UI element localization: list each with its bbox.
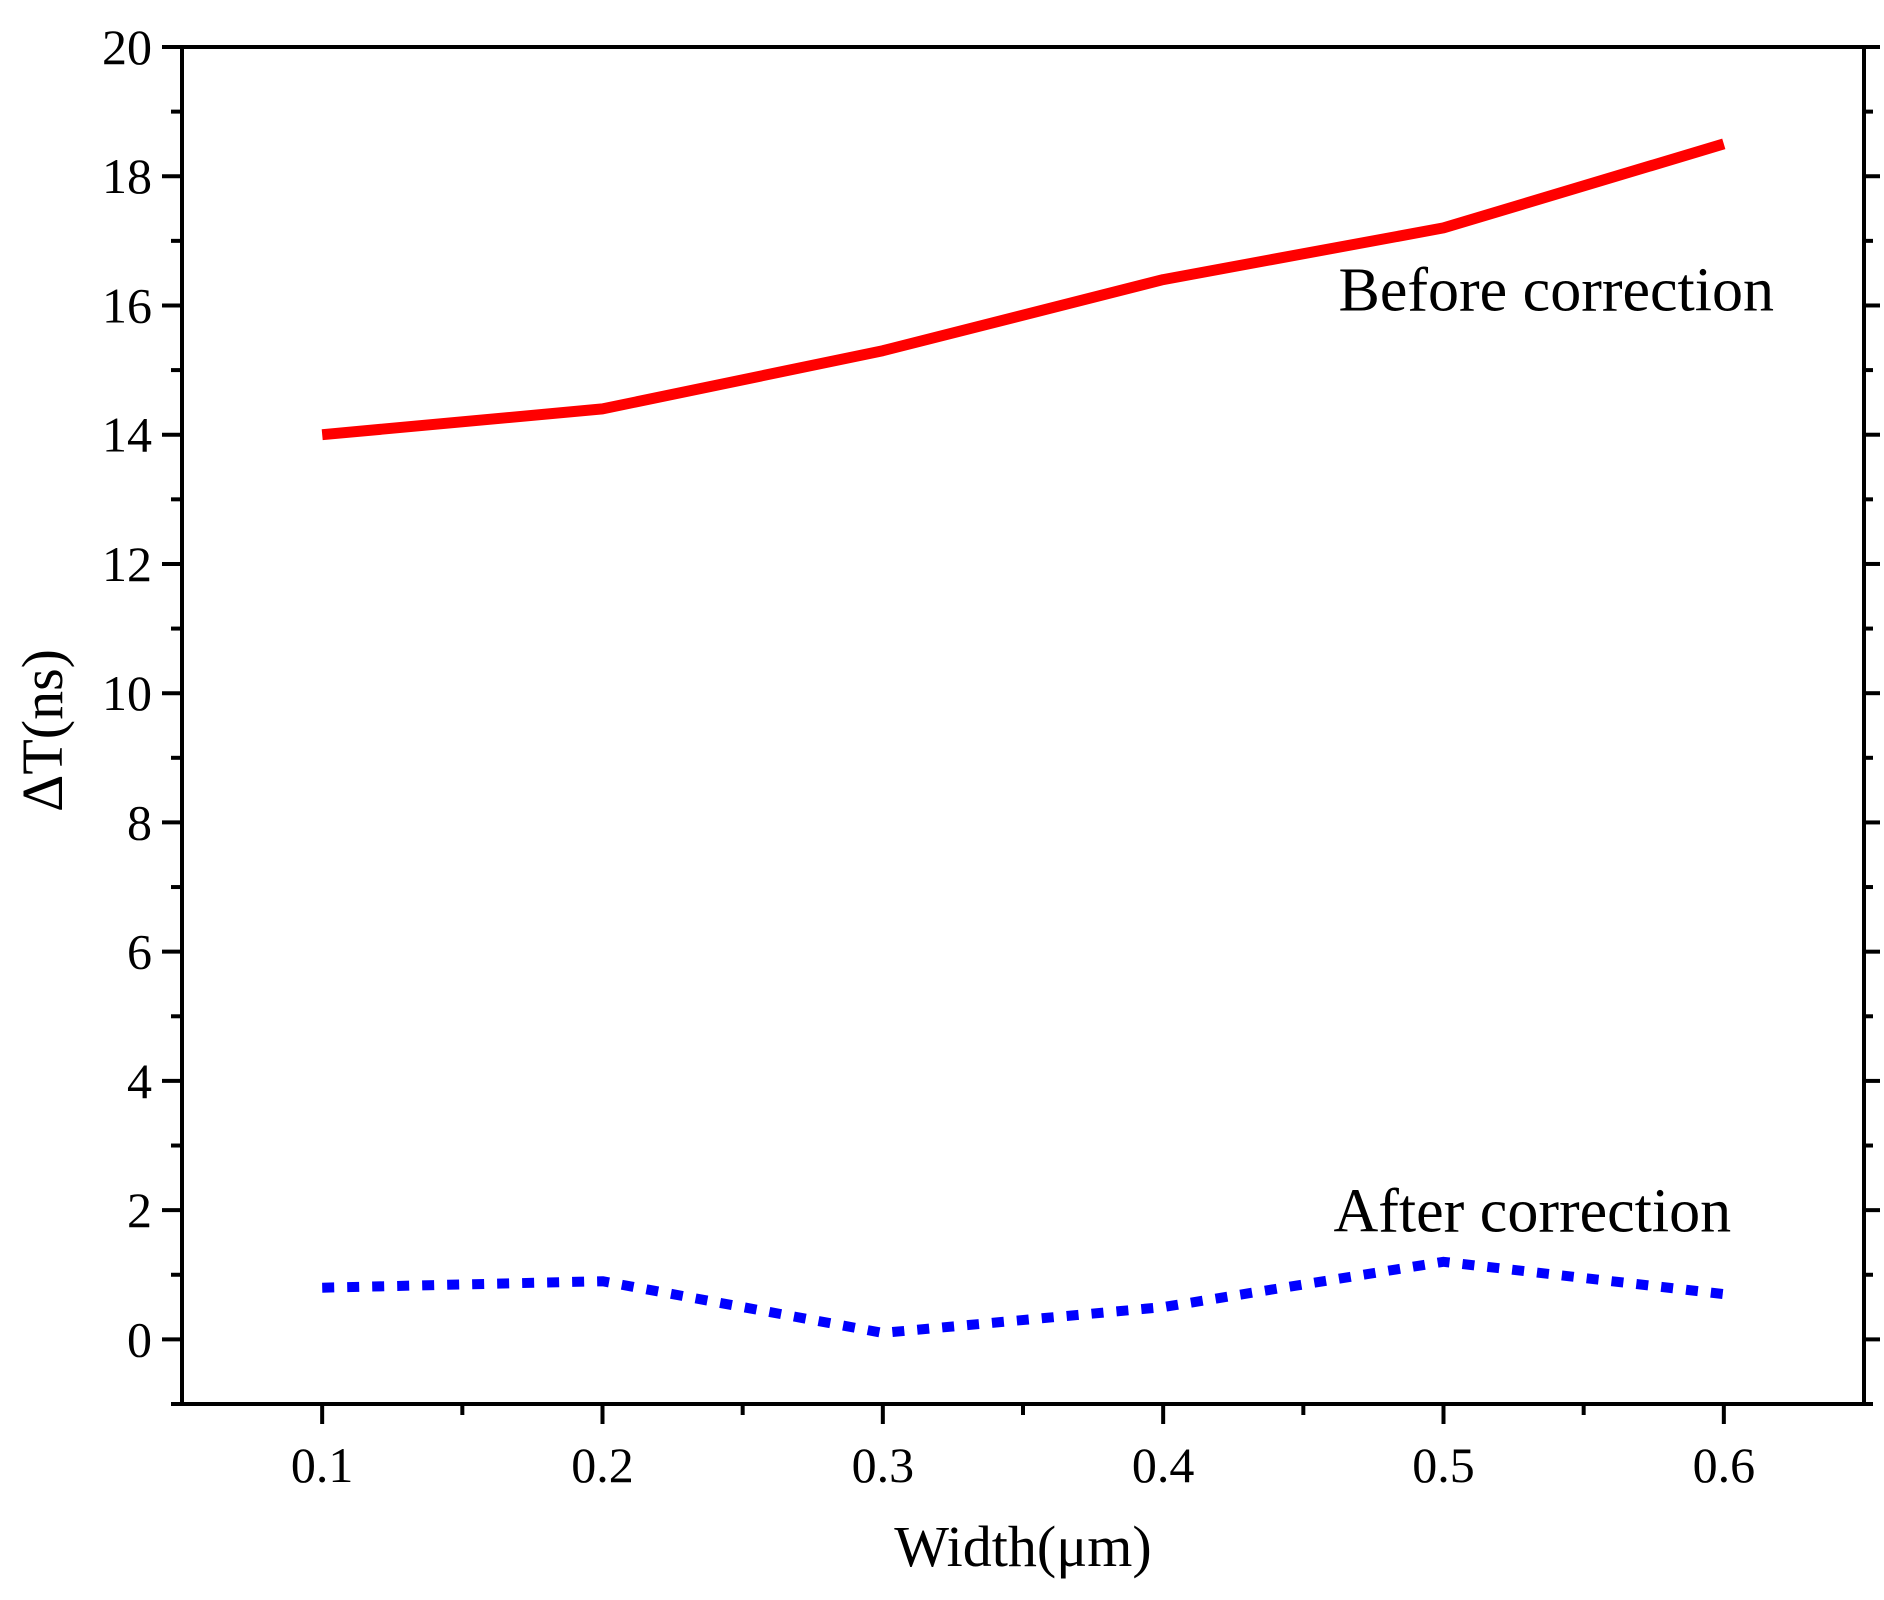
y-tick-label: 0 [127, 1311, 152, 1367]
x-tick-label: 0.4 [1132, 1437, 1195, 1493]
x-tick-label: 0.3 [852, 1437, 915, 1493]
tick-labels: 0.1 0.2 0.3 0.4 0.5 0.6 0 2 4 6 8 10 12 14 16 18 20 [102, 19, 1755, 1493]
x-tick-label: 0.5 [1412, 1437, 1475, 1493]
x-axis-label: Width(μm) [894, 1514, 1152, 1579]
y-tick-label: 6 [127, 924, 152, 980]
series-line-before-correction [321, 138, 1726, 441]
annotation-before-correction: Before correction [1339, 257, 1774, 325]
x-tick-label: 0.1 [291, 1437, 354, 1493]
series-line-after-correction [322, 1256, 1725, 1338]
series-layer [321, 138, 1726, 1338]
plot-frame [180, 45, 1866, 1406]
x-tick-label: 0.6 [1693, 1437, 1756, 1493]
x-tick-label: 0.2 [571, 1437, 634, 1493]
y-tick-label: 10 [102, 665, 152, 721]
y-axis-label: ΔT(ns) [10, 649, 75, 812]
y-tick-label: 18 [102, 148, 152, 204]
y-tick-label: 4 [127, 1053, 152, 1109]
y-tick-label: 20 [102, 19, 152, 75]
y-tick-label: 12 [102, 536, 152, 592]
y-tick-label: 16 [102, 277, 152, 333]
annotation-after-correction: After correction [1334, 1177, 1732, 1245]
y-tick-label: 2 [127, 1182, 152, 1238]
y-tick-label: 8 [127, 794, 152, 850]
y-tick-label: 14 [102, 407, 152, 463]
